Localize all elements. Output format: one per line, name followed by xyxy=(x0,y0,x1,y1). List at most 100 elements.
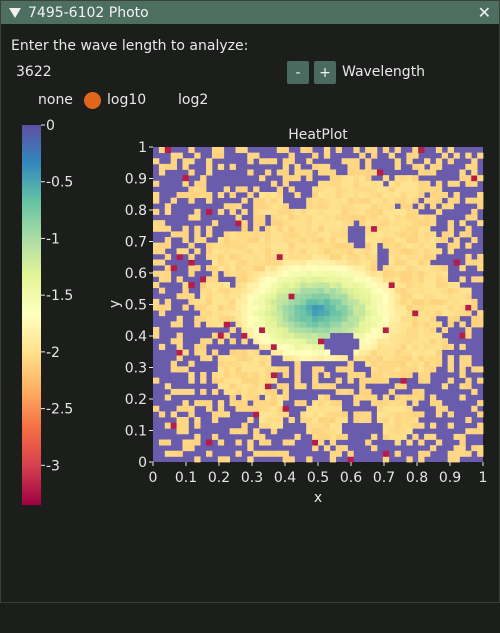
heatmap-cell xyxy=(401,361,407,367)
heatmap-cell xyxy=(206,406,212,412)
heatmap-cell xyxy=(224,248,230,254)
heatmap-cell xyxy=(253,226,259,232)
heatmap-cell xyxy=(436,192,442,198)
x-tick-label: 0.5 xyxy=(307,470,329,486)
heatmap-cell xyxy=(477,366,483,372)
heatmap-cell xyxy=(312,417,318,423)
heatmap-cell xyxy=(336,305,342,311)
heatmap-cell xyxy=(241,209,247,215)
heatmap-cell xyxy=(401,366,407,372)
heatmap-cell xyxy=(359,186,365,192)
heatmap-cell xyxy=(324,288,330,294)
heatmap-cell xyxy=(265,355,271,361)
heatmap-cell xyxy=(371,372,377,378)
heatmap-cell xyxy=(241,288,247,294)
heatmap-cell xyxy=(300,276,306,282)
heatmap-cell xyxy=(330,327,336,333)
heatmap-cell xyxy=(306,344,312,350)
heatmap-cell xyxy=(230,366,236,372)
wavelength-input[interactable]: 3622 xyxy=(16,64,52,80)
heatmap-cell xyxy=(324,265,330,271)
heatmap-cell xyxy=(224,361,230,367)
heatmap-cell xyxy=(212,411,218,417)
plot-area: 0-0.5-1-1.5-2-2.5-3 HeatPlot 0 0.1 0.2 0.3 0… xyxy=(1,113,500,633)
heatmap-cell xyxy=(241,395,247,401)
heatmap-cell xyxy=(247,417,253,423)
radio-selected-indicator[interactable] xyxy=(84,92,101,109)
heatmap-cell xyxy=(230,288,236,294)
heatmap-cell xyxy=(436,355,442,361)
heatmap-cell xyxy=(236,406,242,412)
x-tick-label: 0 xyxy=(149,470,158,486)
heatmap-cell xyxy=(389,186,395,192)
heatmap-cell xyxy=(471,445,477,451)
heatmap-cell xyxy=(188,361,194,367)
heatmap-cell xyxy=(389,254,395,260)
heatmap-cell xyxy=(418,192,424,198)
increment-button[interactable]: + xyxy=(314,61,336,84)
heatmap-cell xyxy=(359,248,365,254)
collapse-arrow-icon[interactable] xyxy=(9,8,21,18)
heatmap-cell xyxy=(336,181,342,187)
heatmap-cell xyxy=(406,260,412,266)
heatmap-cell xyxy=(253,254,259,260)
heatmap-cell xyxy=(294,316,300,322)
heatmap-cell xyxy=(318,293,324,299)
heatmap-cell xyxy=(306,215,312,221)
heatmap-cell xyxy=(395,271,401,277)
decrement-button[interactable]: - xyxy=(287,61,309,84)
heatmap-cell xyxy=(306,226,312,232)
heatmap-cell xyxy=(324,220,330,226)
x-axis-label: x xyxy=(314,490,322,506)
heatmap-cell xyxy=(459,231,465,237)
y-axis-ticks: 00.10.20.30.40.50.60.70.80.91 xyxy=(125,140,153,471)
heatmap-cell xyxy=(289,265,295,271)
heatmap-cell xyxy=(294,170,300,176)
heatmap-cell xyxy=(471,428,477,434)
radio-none[interactable]: none xyxy=(38,92,73,108)
heatmap-cell xyxy=(395,265,401,271)
heatmap-cell xyxy=(347,175,353,181)
heatmap-cell xyxy=(289,260,295,266)
heatmap-cell xyxy=(289,158,295,164)
heatmap-cell xyxy=(271,243,277,249)
heatmap-cell xyxy=(236,260,242,266)
heatmap-cell xyxy=(477,198,483,204)
heatmap-cell xyxy=(271,248,277,254)
heatmap-cell xyxy=(224,456,230,462)
heatmap-cell xyxy=(412,260,418,266)
heatmap-cell xyxy=(230,271,236,277)
heatmap-cell xyxy=(306,428,312,434)
heatmap-cell xyxy=(401,248,407,254)
heatmap-cell xyxy=(342,231,348,237)
heatmap-cell xyxy=(212,265,218,271)
y-tick-label: 0.1 xyxy=(125,424,147,440)
heatmap-cell xyxy=(336,434,342,440)
heatmap-cell xyxy=(353,192,359,198)
heatmap-cell xyxy=(177,406,183,412)
close-icon[interactable]: ✕ xyxy=(478,3,491,22)
heatmap-cell xyxy=(165,395,171,401)
heatmap-cell xyxy=(236,428,242,434)
heatmap-cell xyxy=(324,333,330,339)
heatmap-cell xyxy=(306,355,312,361)
heatmap-cell xyxy=(401,327,407,333)
y-tick-label: 0.6 xyxy=(125,266,147,282)
title-bar[interactable]: 7495-6102 Photo ✕ xyxy=(1,1,499,24)
heatmap-cell xyxy=(342,192,348,198)
heatmap-cell xyxy=(342,445,348,451)
heatmap-cell xyxy=(430,231,436,237)
radio-log10[interactable]: log10 xyxy=(107,92,146,108)
heatmap-cell xyxy=(259,361,265,367)
radio-log2[interactable]: log2 xyxy=(178,92,208,108)
heatmap-cell xyxy=(265,198,271,204)
heatmap-cell xyxy=(459,170,465,176)
heatmap-cell xyxy=(412,305,418,311)
heatmap-cell xyxy=(271,316,277,322)
heatmap-cell xyxy=(230,248,236,254)
heatmap-cell xyxy=(448,456,454,462)
heatmap-cell xyxy=(371,378,377,384)
heatmap-cell xyxy=(377,282,383,288)
heatmap-cell xyxy=(194,226,200,232)
heatmap-cell xyxy=(283,389,289,395)
